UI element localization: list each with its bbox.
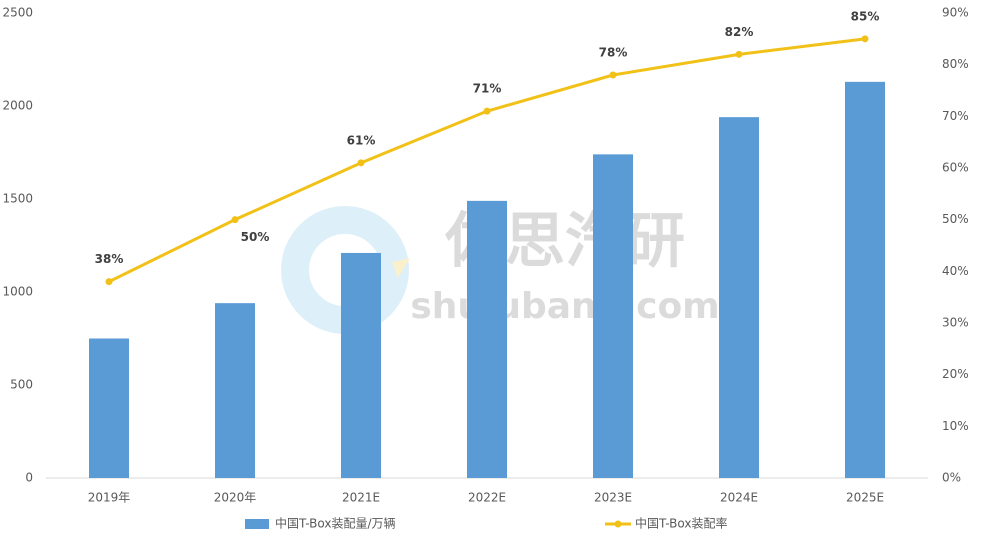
y2-tick-label: 40% xyxy=(942,264,969,278)
value-label: 50% xyxy=(241,230,270,244)
legend-label: 中国T-Box装配率 xyxy=(635,516,727,531)
bar xyxy=(215,303,255,478)
y2-tick-label: 30% xyxy=(942,316,969,330)
line-marker xyxy=(483,107,491,115)
line-marker xyxy=(735,50,743,58)
legend-marker xyxy=(614,520,622,528)
bar xyxy=(845,81,885,478)
line-marker xyxy=(231,216,239,224)
legend-label: 中国T-Box装配量/万辆 xyxy=(275,516,395,531)
bar xyxy=(341,252,381,478)
value-label: 71% xyxy=(473,82,502,96)
line-marker xyxy=(357,159,365,167)
x-tick-label: 2019年 xyxy=(88,491,131,505)
x-tick-label: 2023E xyxy=(594,491,632,505)
y2-tick-label: 20% xyxy=(942,367,969,381)
y-tick-label: 0 xyxy=(25,471,33,485)
legend-swatch xyxy=(245,519,269,529)
bar xyxy=(719,117,759,478)
value-label: 82% xyxy=(725,25,754,39)
y2-tick-label: 60% xyxy=(942,161,969,175)
value-label: 85% xyxy=(851,9,880,23)
y2-tick-label: 70% xyxy=(942,109,969,123)
value-label: 38% xyxy=(95,252,124,266)
line-marker xyxy=(861,35,869,43)
y2-tick-label: 90% xyxy=(942,6,969,20)
y2-tick-label: 0% xyxy=(942,471,961,485)
bar xyxy=(467,200,507,479)
bar xyxy=(593,154,633,479)
value-label: 61% xyxy=(347,133,376,147)
value-label: 78% xyxy=(599,46,628,60)
line-marker xyxy=(105,278,113,286)
x-tick-label: 2025E xyxy=(846,491,884,505)
x-tick-label: 2022E xyxy=(468,491,506,505)
y2-tick-label: 50% xyxy=(942,212,969,226)
y-tick-label: 2500 xyxy=(2,6,33,20)
y-tick-label: 1500 xyxy=(2,192,33,206)
x-tick-label: 2024E xyxy=(720,491,758,505)
x-tick-label: 2021E xyxy=(342,491,380,505)
x-tick-label: 2020年 xyxy=(214,491,257,505)
y2-tick-label: 80% xyxy=(942,57,969,71)
watermark-site: shujubang.com xyxy=(410,286,719,327)
line-marker xyxy=(609,71,617,79)
watermark-logo-accent xyxy=(392,258,410,278)
y-tick-label: 1000 xyxy=(2,285,33,299)
y2-tick-label: 10% xyxy=(942,419,969,433)
y-tick-label: 2000 xyxy=(2,99,33,113)
y-tick-label: 500 xyxy=(10,378,33,392)
bar xyxy=(89,338,129,478)
